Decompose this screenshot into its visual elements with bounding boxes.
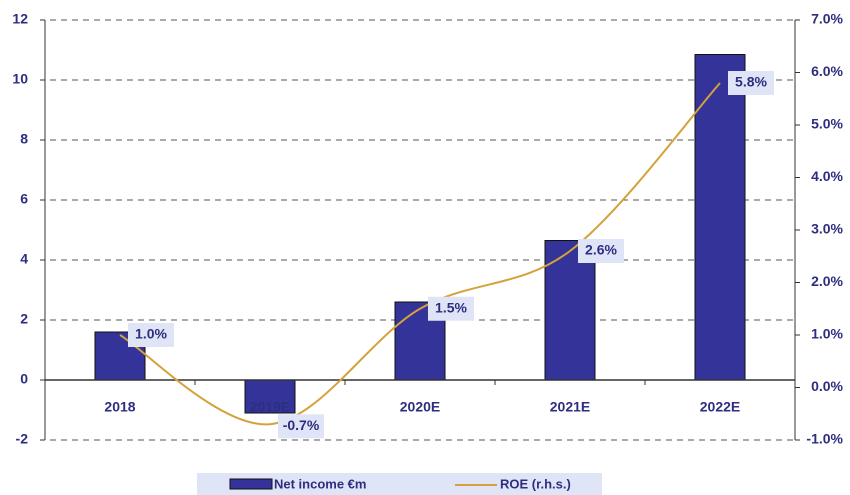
value-label: -0.7%: [283, 417, 320, 433]
value-label-bg: [128, 323, 174, 347]
legend-label: Net income €m: [274, 476, 366, 491]
y2-tick-label: 4.0%: [811, 168, 843, 184]
value-label-bg: [428, 296, 474, 321]
y2-tick-label: 7.0%: [811, 11, 843, 27]
legend-box: [197, 473, 602, 495]
bar: [244, 379, 296, 414]
x-tick-label: 2019E: [250, 399, 290, 415]
y-tick-label: 0: [20, 371, 28, 387]
x-tick-label: 2020E: [400, 399, 440, 415]
x-tick-label: 2021E: [550, 399, 590, 415]
y-tick-label: 4: [20, 251, 28, 267]
y2-tick-label: 6.0%: [811, 63, 843, 79]
y-tick-label: -2: [16, 431, 29, 447]
legend-label: ROE (r.h.s.): [500, 476, 571, 491]
value-label: 5.8%: [735, 74, 767, 90]
y2-tick-label: -1.0%: [806, 431, 843, 447]
y2-tick-label: 2.0%: [811, 273, 843, 289]
y2-tick-label: 3.0%: [811, 221, 843, 237]
value-label-bg: [728, 71, 774, 95]
y2-tick-label: 0.0%: [811, 378, 843, 394]
value-label: 1.0%: [135, 326, 167, 342]
y2-tick-label: 5.0%: [811, 116, 843, 132]
x-tick-label: 2022E: [700, 399, 740, 415]
y-tick-label: 10: [12, 71, 28, 87]
y-tick-label: 12: [12, 11, 28, 27]
y-tick-label: 2: [20, 311, 28, 327]
line: [119, 82, 721, 426]
value-label: 2.6%: [585, 242, 617, 258]
value-label: 1.5%: [435, 299, 467, 315]
legend-swatch: [229, 478, 273, 490]
bar: [694, 54, 746, 381]
x-tick-label: 2018: [104, 399, 135, 415]
y-tick-label: 8: [20, 131, 28, 147]
y2-tick-label: 1.0%: [811, 326, 843, 342]
value-label-bg: [278, 414, 324, 439]
y-tick-label: 6: [20, 191, 28, 207]
value-label-bg: [578, 239, 624, 263]
